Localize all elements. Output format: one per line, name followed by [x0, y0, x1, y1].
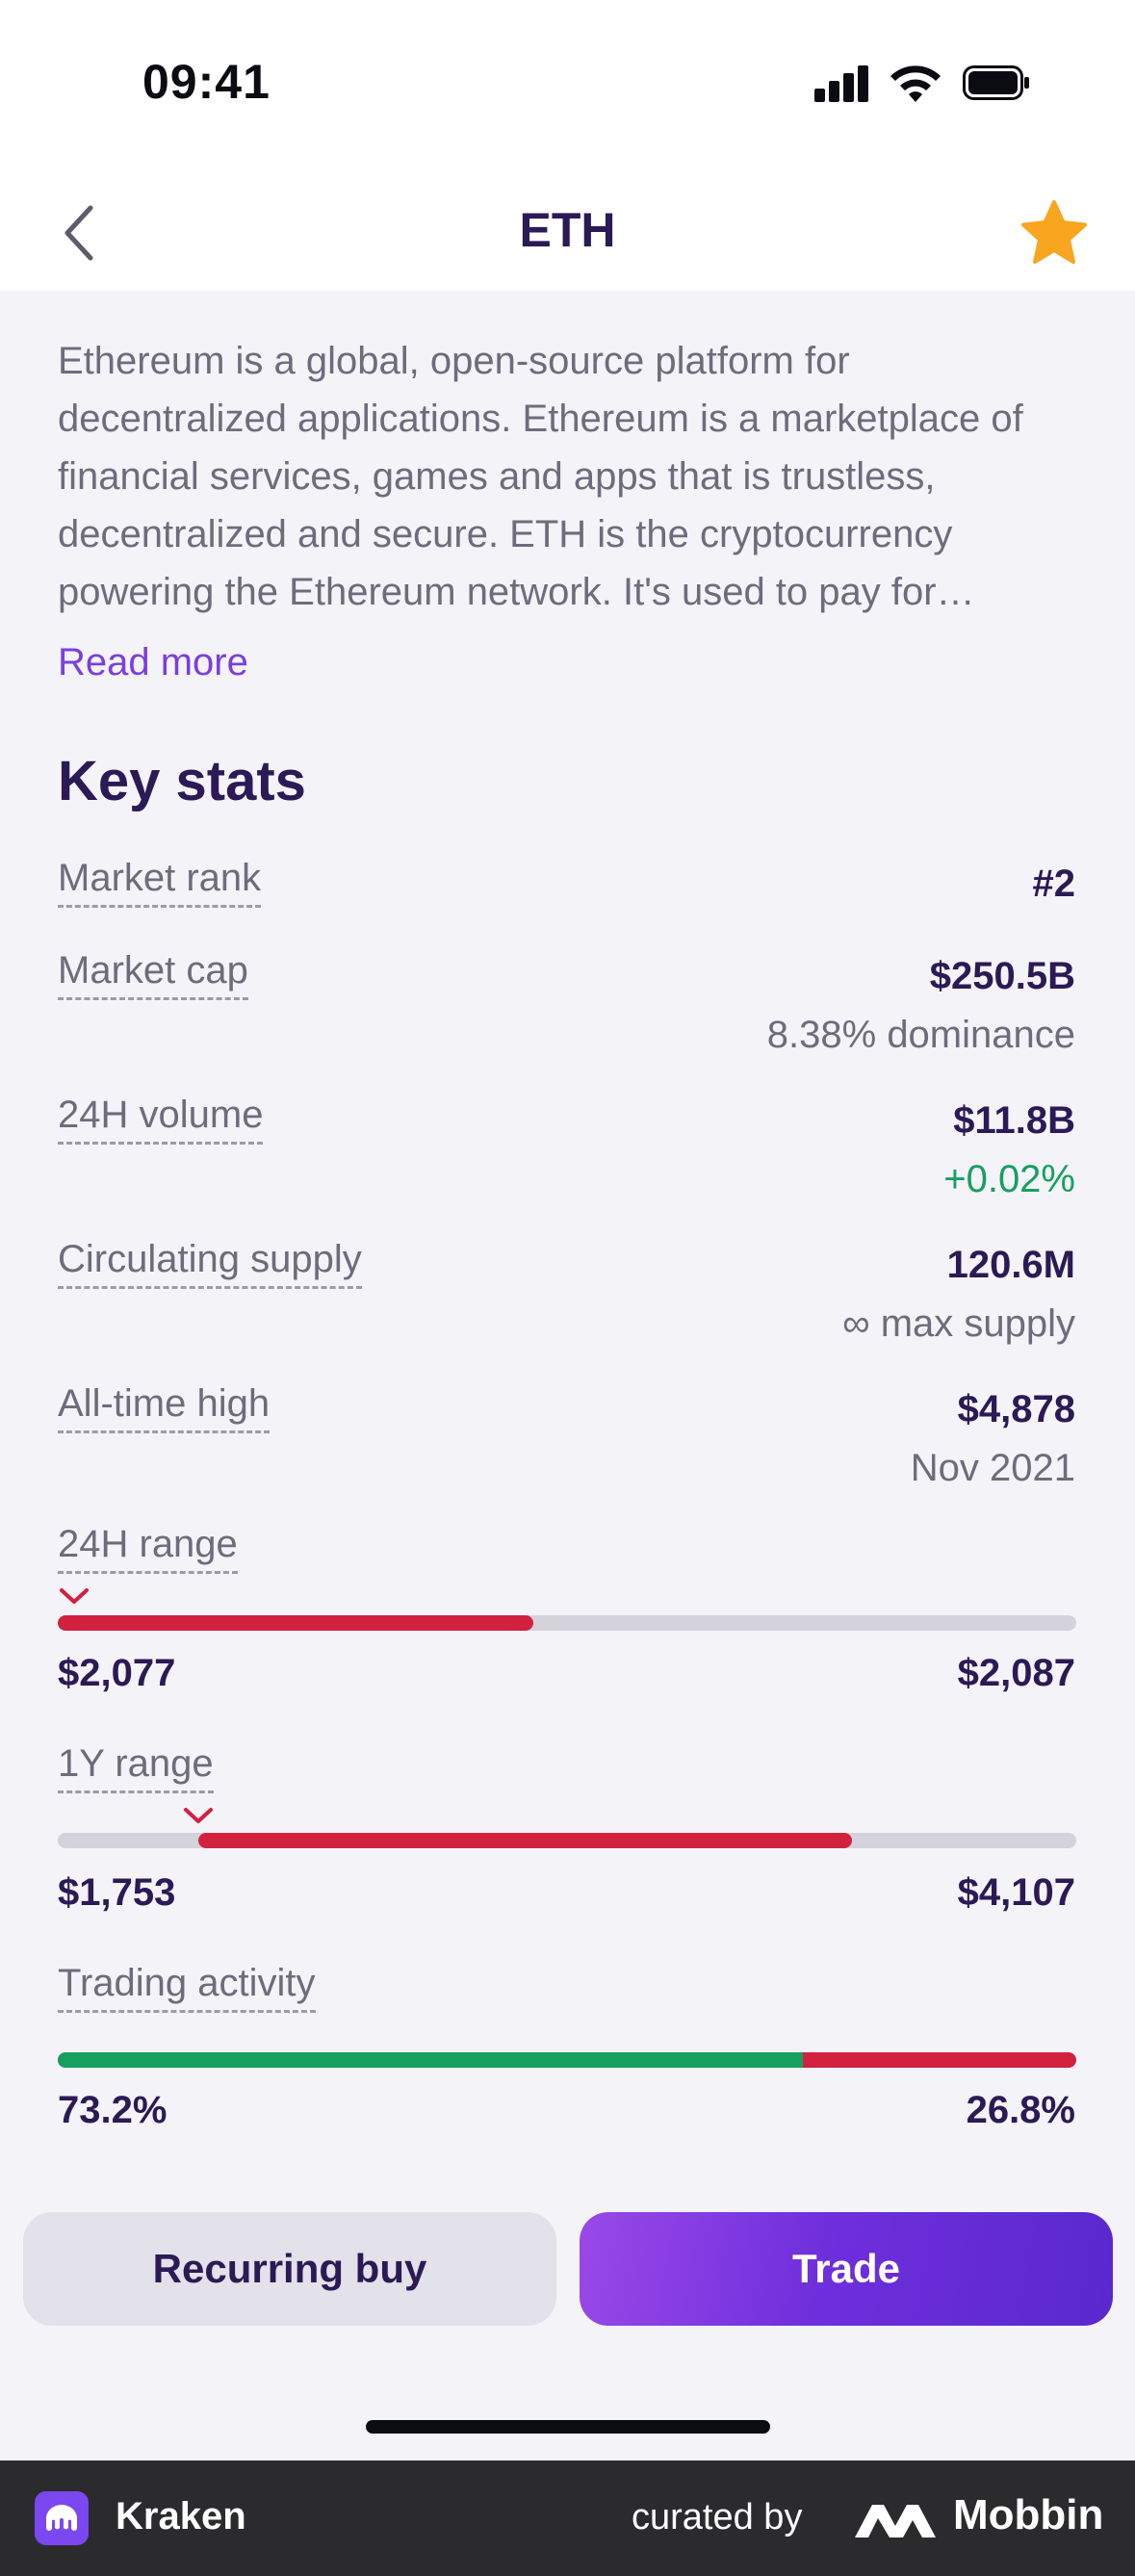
- page-title: ETH: [519, 203, 616, 257]
- home-indicator: [366, 2420, 770, 2434]
- all-time-high-value: $4,878: [957, 1388, 1075, 1430]
- status-bar: [0, 0, 1135, 173]
- trade-button[interactable]: Trade: [580, 2212, 1113, 2326]
- recurring-buy-button[interactable]: Recurring buy: [23, 2212, 556, 2326]
- range-1y-bar-fill: [198, 1833, 853, 1848]
- all-time-high-label[interactable]: All-time high: [58, 1380, 271, 1433]
- trading-sell-percent: 26.8%: [966, 2089, 1075, 2131]
- range-1y-high: $4,107: [957, 1871, 1075, 1914]
- circulating-supply-label[interactable]: Circulating supply: [58, 1236, 362, 1289]
- wifi-icon: [890, 65, 941, 102]
- trading-activity-label[interactable]: Trading activity: [58, 1960, 316, 2013]
- kraken-logo-icon: [35, 2491, 89, 2545]
- range-1y-marker-icon: [184, 1808, 213, 1823]
- range-24h-low: $2,077: [58, 1652, 176, 1694]
- max-supply: ∞ max supply: [842, 1302, 1075, 1345]
- volume-24h-change: +0.02%: [943, 1158, 1075, 1200]
- volume-24h-label[interactable]: 24H volume: [58, 1092, 264, 1145]
- range-24h-high: $2,087: [957, 1652, 1075, 1694]
- market-cap-dominance: 8.38% dominance: [766, 1014, 1075, 1056]
- all-time-high-date: Nov 2021: [910, 1447, 1075, 1489]
- market-cap-value: $250.5B: [929, 955, 1075, 997]
- range-24h-bar-fill: [58, 1615, 534, 1631]
- cellular-signal-icon: [814, 64, 870, 102]
- volume-24h-value: $11.8B: [953, 1099, 1075, 1142]
- asset-description: Ethereum is a global, open-source platfo…: [58, 340, 1023, 613]
- circulating-supply-value: 120.6M: [946, 1244, 1075, 1286]
- status-time: 09:41: [142, 55, 271, 109]
- key-stats-title: Key stats: [58, 750, 306, 812]
- footer-app-name: Kraken: [116, 2495, 246, 2537]
- battery-icon: [963, 65, 1029, 100]
- market-rank-label[interactable]: Market rank: [58, 855, 262, 908]
- favorite-star-icon[interactable]: [1019, 198, 1090, 268]
- trading-activity-buy-fill: [58, 2052, 804, 2068]
- back-chevron-icon[interactable]: [56, 202, 104, 264]
- navigation-bar: [0, 173, 1135, 291]
- mobbin-logo-icon: [855, 2505, 936, 2537]
- range-1y-bar: [58, 1833, 1076, 1848]
- market-cap-label[interactable]: Market cap: [58, 947, 248, 1000]
- read-more-link[interactable]: Read more: [58, 641, 248, 683]
- footer-curated-by: curated by: [632, 2497, 803, 2537]
- range-1y-label[interactable]: 1Y range: [58, 1740, 214, 1793]
- footer-bar: [0, 2460, 1135, 2576]
- footer-brand: Mobbin: [953, 2491, 1104, 2538]
- trading-buy-percent: 73.2%: [58, 2089, 168, 2131]
- market-rank-value: #2: [1032, 863, 1076, 905]
- trading-activity-bar: [58, 2052, 1076, 2068]
- range-1y-low: $1,753: [58, 1871, 176, 1914]
- range-24h-label[interactable]: 24H range: [58, 1521, 238, 1574]
- range-24h-bar: [58, 1615, 1076, 1631]
- range-24h-marker-icon: [60, 1588, 89, 1604]
